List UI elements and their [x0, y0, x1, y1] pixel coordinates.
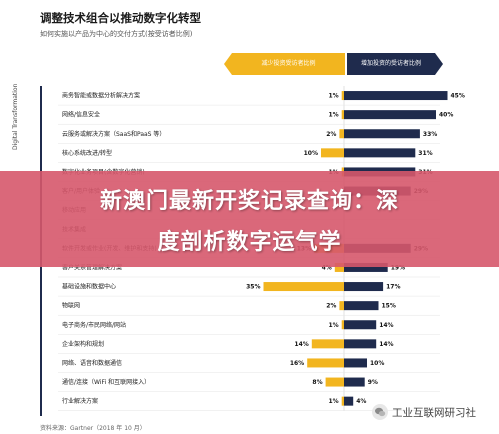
increase-bar	[344, 91, 448, 101]
increase-bar	[344, 148, 416, 158]
increase-value-label: 10%	[370, 360, 384, 367]
increase-value-label: 19%	[391, 264, 405, 271]
increase-bar	[344, 282, 384, 292]
decrease-bar	[334, 262, 344, 272]
overlay-banner	[0, 171, 499, 267]
decrease-value-label: 1%	[329, 322, 339, 329]
banner-line-1: 新澳门最新开奖记录查询：深	[99, 189, 399, 214]
category-label: 物联网	[62, 302, 80, 310]
increase-bar	[344, 262, 388, 272]
decrease-value-label: 10%	[304, 150, 318, 157]
decrease-bar	[339, 129, 344, 139]
decrease-value-label: 1%	[329, 398, 339, 405]
category-label: 云服务或解决方案（SaaS和PaaS 等）	[62, 130, 165, 138]
decrease-bar	[341, 320, 344, 330]
banner-line-2: 度剖析数字运气学	[157, 230, 342, 255]
watermark-text: 工业互联网研习社	[392, 407, 476, 419]
watermark: 工业互联网研习社	[372, 402, 497, 424]
category-label: 基础设施和数据中心	[62, 283, 116, 291]
increase-bar	[344, 358, 367, 368]
increase-bar	[344, 377, 365, 387]
increase-bar	[344, 339, 377, 349]
category-label: 企业架构和规划	[62, 340, 104, 348]
increase-value-label: 40%	[439, 112, 453, 119]
category-label: 商务智能或数据分析解决方案	[62, 92, 140, 100]
increase-value-label: 9%	[368, 379, 378, 386]
category-label: 电子商务/市民网络/网站	[62, 321, 126, 329]
category-label: 行业解决方案	[62, 397, 98, 405]
decrease-value-label: 2%	[326, 303, 336, 310]
chart-title: 调整技术组合以推动数字化转型	[40, 11, 201, 25]
decrease-bar	[325, 377, 344, 387]
decrease-bar	[339, 301, 344, 311]
chart-subtitle: 如何实施以产品为中心的交付方式(按受访者比例)	[40, 30, 193, 38]
increase-bar	[344, 320, 377, 330]
increase-bar	[344, 129, 420, 139]
increase-value-label: 31%	[418, 150, 432, 157]
increase-value-label: 17%	[386, 284, 400, 291]
decrease-bar	[341, 110, 344, 120]
increase-value-label: 4%	[356, 398, 366, 405]
increase-header: 增加投资的受访者比例	[347, 53, 443, 75]
decrease-value-label: 1%	[329, 93, 339, 100]
increase-value-label: 45%	[451, 93, 465, 100]
category-label: 网络、语音和数据通信	[62, 359, 122, 367]
increase-bar	[344, 396, 354, 406]
decrease-bar	[321, 148, 344, 158]
category-label: 网络/信息安全	[62, 111, 100, 119]
decrease-bar	[341, 396, 344, 406]
category-label: 通信/连接（WiFi 和互联网接入）	[62, 378, 150, 386]
increase-bar	[344, 110, 436, 120]
category-label: 客户关系管理解决方案	[62, 263, 122, 271]
decrease-value-label: 14%	[294, 341, 308, 348]
increase-value-label: 14%	[379, 322, 393, 329]
increase-value-label: 14%	[379, 341, 393, 348]
decrease-value-label: 8%	[312, 379, 322, 386]
decrease-value-label: 2%	[326, 131, 336, 138]
increase-value-label: 33%	[423, 131, 437, 138]
increase-value-label: 15%	[382, 303, 396, 310]
decrease-bar	[263, 282, 344, 292]
decrease-value-label: 16%	[290, 360, 304, 367]
decrease-bar	[307, 358, 344, 368]
source-note: 资料来源：Gartner（2018 年 10 月）	[40, 425, 146, 432]
increase-bar	[344, 301, 379, 311]
decrease-value-label: 1%	[329, 112, 339, 119]
wechat-icon	[372, 404, 388, 420]
decrease-value-label: 4%	[322, 264, 332, 271]
category-label: 核心系统改进/转型	[62, 149, 112, 157]
decrease-header: 减少投资受访者比例	[224, 53, 345, 75]
decrease-bar	[311, 339, 344, 349]
decrease-value-label: 35%	[246, 284, 260, 291]
decrease-bar	[341, 91, 344, 101]
